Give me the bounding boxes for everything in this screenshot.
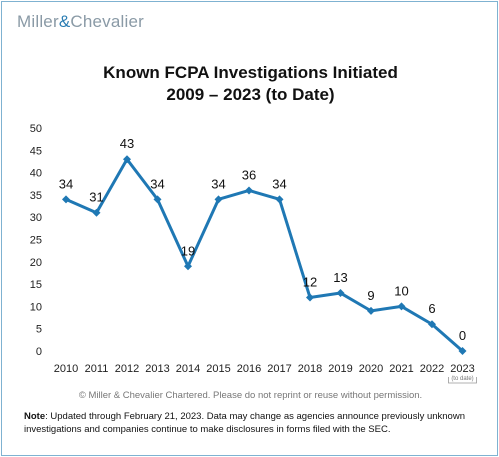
x-tick-label: 2021 bbox=[389, 363, 413, 375]
y-tick-label: 40 bbox=[30, 168, 42, 180]
x-tick-label: 2018 bbox=[298, 363, 322, 375]
x-tick-label: 2023 bbox=[450, 363, 474, 375]
data-point bbox=[214, 195, 223, 204]
x-tick-label: 2012 bbox=[115, 363, 139, 375]
y-tick-label: 0 bbox=[36, 346, 42, 358]
y-tick-label: 10 bbox=[30, 301, 42, 313]
y-tick-label: 15 bbox=[30, 279, 42, 291]
data-point bbox=[367, 306, 375, 315]
chart-title-line1: Known FCPA Investigations Initiated bbox=[103, 63, 398, 82]
x-tick-label: 2010 bbox=[54, 363, 78, 375]
x-tick-label: 2013 bbox=[145, 363, 169, 375]
data-point bbox=[153, 195, 162, 204]
data-label: 34 bbox=[59, 176, 73, 191]
data-point bbox=[275, 195, 284, 204]
data-point bbox=[184, 262, 192, 271]
brand-name-right: Chevalier bbox=[70, 12, 144, 31]
data-point bbox=[62, 195, 70, 204]
data-point bbox=[123, 155, 131, 164]
x-tick-label: 2019 bbox=[328, 363, 352, 375]
data-label: 9 bbox=[367, 288, 374, 303]
data-label: 12 bbox=[303, 274, 317, 289]
x-tick-label: 2022 bbox=[420, 363, 444, 375]
x-tick-note-bracket bbox=[448, 377, 477, 384]
y-tick-label: 50 bbox=[30, 123, 42, 135]
y-tick-label: 30 bbox=[30, 212, 42, 224]
data-label: 34 bbox=[272, 176, 286, 191]
brand-ampersand: & bbox=[58, 12, 71, 31]
x-tick-note: (to date) bbox=[451, 376, 473, 382]
brand-name-left: Miller bbox=[17, 12, 59, 31]
data-label: 0 bbox=[459, 328, 466, 343]
copyright-notice: © Miller & Chevalier Chartered. Please d… bbox=[78, 390, 423, 401]
data-point bbox=[458, 347, 467, 355]
footnote-text: : Updated through February 21, 2023. Dat… bbox=[24, 411, 465, 435]
x-tick-label: 2014 bbox=[176, 363, 200, 375]
data-label: 43 bbox=[120, 136, 134, 151]
y-tick-label: 35 bbox=[30, 190, 42, 202]
data-label: 19 bbox=[181, 243, 195, 258]
brand-logo: Miller&Chevalier bbox=[17, 12, 144, 32]
data-label: 13 bbox=[333, 270, 347, 285]
x-tick-label: 2016 bbox=[237, 363, 261, 375]
data-label: 36 bbox=[242, 167, 256, 182]
y-tick-label: 5 bbox=[36, 324, 42, 336]
y-tick-label: 45 bbox=[30, 145, 42, 157]
x-tick-label: 2011 bbox=[85, 363, 109, 375]
x-tick-label: 2015 bbox=[206, 363, 230, 375]
x-tick-label: 2020 bbox=[359, 363, 383, 375]
data-label: 34 bbox=[211, 176, 225, 191]
data-point bbox=[306, 293, 314, 302]
chart-title-line2: 2009 – 2023 (to Date) bbox=[166, 85, 335, 104]
footnote-label: Note bbox=[24, 411, 46, 422]
footnote: Note: Updated through February 21, 2023.… bbox=[24, 410, 486, 436]
line-chart: 0 5 10 15 20 25 30 35 40 45 50 2010 2011 2012 2013 2014… bbox=[30, 123, 477, 384]
data-label: 6 bbox=[428, 301, 435, 316]
data-point bbox=[397, 302, 406, 311]
data-label: 31 bbox=[89, 190, 103, 205]
y-tick-label: 20 bbox=[30, 257, 42, 269]
data-point bbox=[92, 208, 101, 217]
y-tick-label: 25 bbox=[30, 235, 42, 247]
chart-title: Known FCPA Investigations Initiated 2009… bbox=[2, 62, 499, 106]
data-point bbox=[245, 186, 253, 195]
series-line bbox=[65, 157, 464, 353]
data-point bbox=[336, 289, 345, 298]
data-label: 34 bbox=[150, 176, 164, 191]
data-point bbox=[428, 320, 436, 329]
data-label: 10 bbox=[394, 283, 408, 298]
x-tick-label: 2017 bbox=[267, 363, 291, 375]
